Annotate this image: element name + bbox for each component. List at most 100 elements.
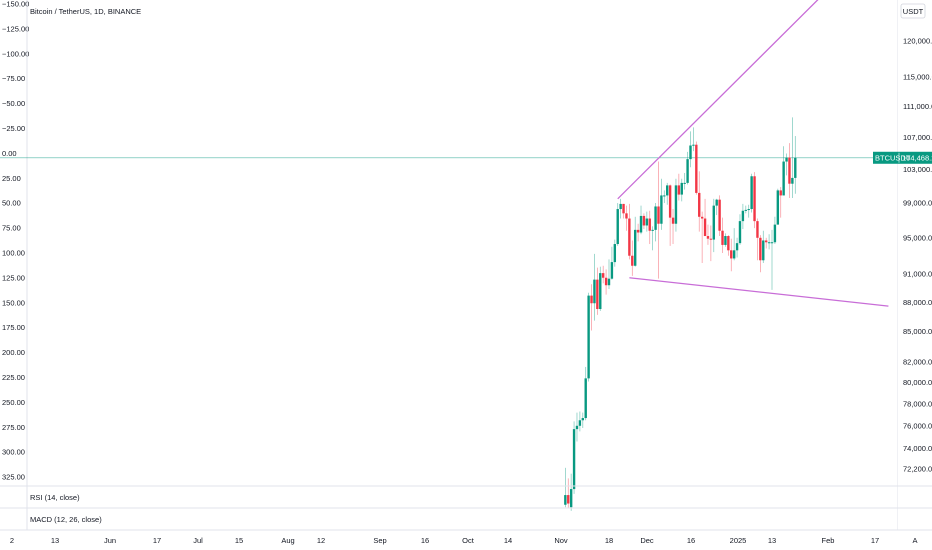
candle[interactable] [575,412,579,442]
candle[interactable] [756,218,759,261]
candle[interactable] [767,234,771,250]
candle[interactable] [715,198,718,216]
candle[interactable] [779,187,782,218]
candle[interactable] [631,240,634,276]
left-scale-tick-label: −100.00 [2,49,29,58]
candle[interactable] [735,237,739,258]
candle[interactable] [604,269,608,295]
candlestick-series[interactable] [564,117,797,511]
candle[interactable] [698,171,701,232]
candle[interactable] [747,204,750,218]
candle[interactable] [601,265,605,284]
left-scale-tick-label: −75.00 [2,74,25,83]
candle[interactable] [762,230,765,264]
left-price-scale[interactable]: −150.00 −125.00 −100.00 −75.00 −50.00 −25.00 0… [2,0,29,482]
candle[interactable] [636,223,640,242]
candle[interactable] [689,131,692,168]
candle[interactable] [738,214,742,245]
candle[interactable] [581,412,585,429]
time-axis[interactable]: 2 13 Jun 17 Jul 15 Aug 12 Sep 16 Oct 14 Nov 18 Dec 16 20… [10,536,918,545]
left-scale-tick-label: 175.00 [2,323,25,332]
candle[interactable] [648,210,651,245]
candle[interactable] [721,217,724,254]
candle[interactable] [709,225,713,262]
candle[interactable] [584,366,587,421]
macd-pane-title[interactable]: MACD (12, 26, close) [30,515,102,524]
candle[interactable] [593,253,596,321]
candle[interactable] [794,136,797,194]
candle[interactable] [639,205,643,235]
candle[interactable] [712,198,715,253]
candle[interactable] [596,267,599,315]
candle[interactable] [578,411,582,432]
candle[interactable] [572,421,576,494]
candle[interactable] [587,292,590,382]
candle[interactable] [692,127,695,152]
candle[interactable] [753,172,756,229]
candle-body [715,199,718,206]
candle[interactable] [744,205,748,214]
candle[interactable] [788,143,791,198]
candle[interactable] [727,235,730,256]
candle[interactable] [628,203,631,260]
candle[interactable] [645,211,649,232]
candle[interactable] [668,184,672,246]
candle[interactable] [607,259,611,289]
candle[interactable] [730,238,733,272]
candle[interactable] [654,203,657,242]
candle[interactable] [663,190,666,204]
right-scale-tick-label: 95,000.00 [903,233,932,242]
candle[interactable] [599,266,602,311]
candle[interactable] [750,173,753,213]
trendline[interactable] [617,0,825,200]
candle[interactable] [791,117,794,198]
candle[interactable] [706,224,710,245]
candle[interactable] [569,473,573,511]
candle[interactable] [590,284,593,331]
candle[interactable] [764,237,768,249]
candle[interactable] [683,172,686,190]
candle[interactable] [776,188,780,225]
trendline[interactable] [629,277,889,307]
candle[interactable] [741,203,745,229]
candle[interactable] [660,178,663,230]
candle[interactable] [759,235,762,273]
candle[interactable] [732,228,736,261]
candle[interactable] [703,198,707,237]
candle[interactable] [674,178,678,232]
candle[interactable] [724,233,727,247]
currency-label-box[interactable] [900,3,926,19]
candle[interactable] [619,198,622,219]
candle[interactable] [564,467,567,508]
right-scale-tick-label: 120,000.00 [903,37,932,46]
candle[interactable] [633,216,637,267]
candle[interactable] [782,146,785,196]
right-price-scale[interactable]: 120,000.00 115,000.00 111,000.00 107,000.00… [903,37,932,474]
candle[interactable] [567,478,570,509]
candle[interactable] [651,226,654,251]
candle[interactable] [610,246,614,280]
candle[interactable] [625,205,628,231]
candle[interactable] [718,195,721,237]
candle[interactable] [616,203,619,246]
candle[interactable] [680,178,683,202]
candle[interactable] [686,151,689,185]
candle-body [776,190,780,225]
candle[interactable] [671,209,675,245]
candle[interactable] [785,153,788,176]
candle[interactable] [642,213,646,229]
candle[interactable] [773,216,777,245]
candle[interactable] [622,203,625,219]
candle[interactable] [613,239,617,267]
candle-body [683,182,686,184]
candle[interactable] [770,229,774,290]
candle[interactable] [700,211,704,264]
candle[interactable] [666,182,669,205]
rsi-pane-title[interactable]: RSI (14, close) [30,493,80,502]
trendline-group[interactable] [617,0,889,307]
candle[interactable] [677,173,681,201]
candle-body [750,176,753,210]
candle[interactable] [657,161,660,279]
candle[interactable] [695,141,698,195]
